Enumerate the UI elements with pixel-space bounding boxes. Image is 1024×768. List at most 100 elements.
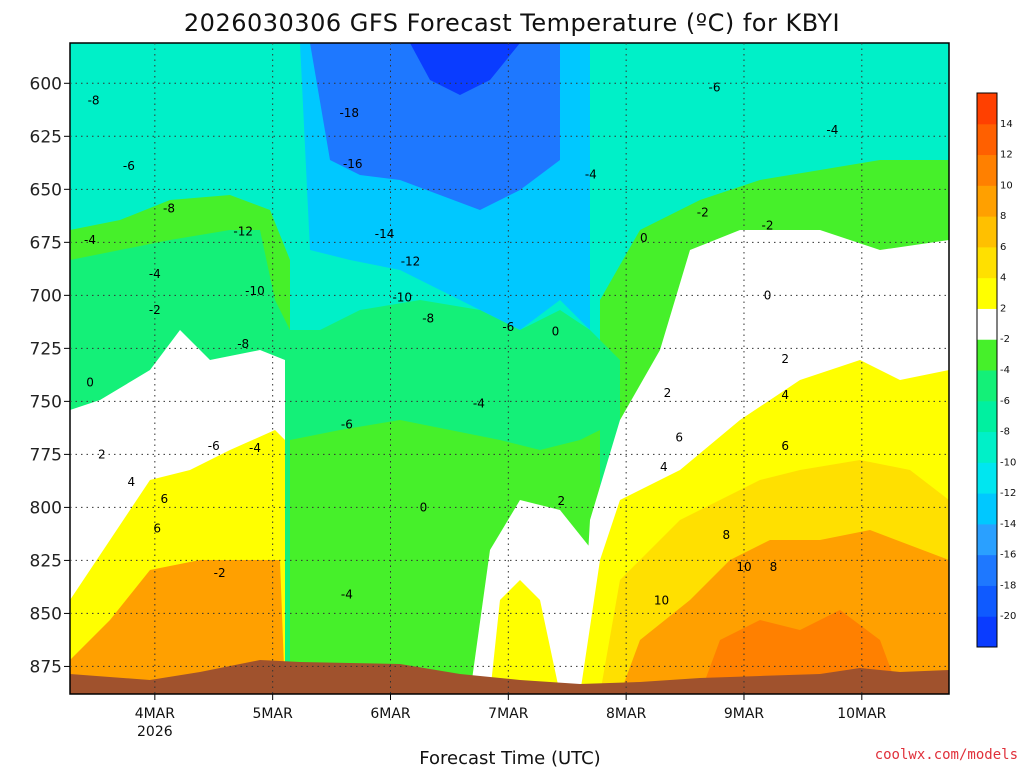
contour-label: -4 xyxy=(826,123,838,137)
x-tick-label: 6MAR xyxy=(370,706,411,722)
colorbar-label: -4 xyxy=(1000,365,1010,376)
x-tick-label: 10MAR xyxy=(837,706,886,722)
colorbar-label: 2 xyxy=(1000,303,1006,314)
contour-label: -8 xyxy=(237,337,249,351)
colorbar-label: -12 xyxy=(1000,488,1016,499)
contour-label: -2 xyxy=(762,218,774,232)
contour-label: -8 xyxy=(422,312,434,326)
colorbar-swatch xyxy=(977,154,997,186)
colorbar-swatch xyxy=(977,246,997,279)
contour-label: 2 xyxy=(781,352,789,366)
y-tick-label: 675 xyxy=(30,233,62,253)
x-tick-label: 7MAR xyxy=(488,706,529,722)
colorbar-label: -18 xyxy=(1000,580,1016,591)
x-tick-label: 8MAR xyxy=(606,706,647,722)
band-blue-deep xyxy=(310,43,560,210)
contour-label: -6 xyxy=(208,439,220,453)
contour-label: -10 xyxy=(245,284,265,298)
contour-label: -6 xyxy=(341,418,353,432)
colorbar-swatch xyxy=(977,216,997,248)
contour-label: 8 xyxy=(722,528,730,542)
plot-frame xyxy=(69,42,950,695)
y-tick-label: 750 xyxy=(30,392,62,412)
contour-label: 6 xyxy=(160,492,168,506)
contour-label: 10 xyxy=(736,560,751,574)
colorbar: -20 -18 -16 -14 -12 -10 -8 -6 -4 -2 2 4 6 8 10 12 14 xyxy=(976,92,1016,648)
contour-label: -8 xyxy=(163,201,175,215)
contour-label: 4 xyxy=(781,388,789,402)
contour-label: -4 xyxy=(473,396,485,410)
contour-labels: -8 -6 -4 0 2 4 6 6 -8 -4 -2 -12 -10 -8 -6 -4 -2 -18 -16 -14… xyxy=(84,81,838,608)
contour-label: -2 xyxy=(149,303,161,317)
contour-label: -12 xyxy=(401,254,421,268)
colorbar-label: 8 xyxy=(1000,211,1006,222)
colorbar-swatch xyxy=(977,123,997,156)
y-tick-label: 725 xyxy=(30,339,62,359)
contour-label: 0 xyxy=(764,288,772,302)
colorbar-swatch xyxy=(977,185,997,217)
contour-label: 0 xyxy=(640,231,648,245)
colorbar-swatch xyxy=(977,431,997,463)
y-tick-label: 825 xyxy=(30,551,62,571)
y-tick-label: 850 xyxy=(30,604,62,624)
contour-label: 4 xyxy=(660,460,668,474)
x-tick-label: 5MAR xyxy=(253,706,294,722)
y-tick-label: 700 xyxy=(30,286,62,306)
credit-link[interactable]: coolwx.com/models xyxy=(875,747,1018,763)
x-tick-label: 9MAR xyxy=(724,706,765,722)
colorbar-label: 4 xyxy=(1000,273,1006,284)
x-tick-sublabel: 2026 xyxy=(137,724,173,740)
colorbar-swatch xyxy=(977,554,997,586)
contour-label: 0 xyxy=(420,500,428,514)
contour-label: -6 xyxy=(123,159,135,173)
colorbar-swatch xyxy=(977,339,997,371)
y-axis-ticks: 600 625 650 675 700 725 750 775 800 825 850 875 xyxy=(30,74,70,677)
colorbar-label: -2 xyxy=(1000,334,1010,345)
contour-label: -6 xyxy=(709,81,721,95)
band-yellow-center xyxy=(490,580,560,694)
contour-label: -4 xyxy=(149,267,161,281)
colorbar-label: -6 xyxy=(1000,396,1010,407)
contour-label: -2 xyxy=(214,566,226,580)
contour-label: -12 xyxy=(233,225,253,239)
colorbar-swatch xyxy=(977,493,997,525)
colorbar-swatch xyxy=(977,277,997,309)
colorbar-swatch xyxy=(977,462,997,494)
contour-label: -4 xyxy=(84,233,96,247)
x-tick-label: 4MAR xyxy=(135,706,176,722)
x-axis-ticks: 4MAR 2026 5MAR 6MAR 7MAR 8MAR 9MAR 10MAR xyxy=(135,694,887,740)
contour-label: 0 xyxy=(86,375,94,389)
contour-label: 6 xyxy=(675,430,683,444)
ground-terrain xyxy=(70,660,949,694)
temperature-field xyxy=(70,43,949,694)
band-blue-darkest xyxy=(410,43,520,95)
colorbar-label: -14 xyxy=(1000,519,1016,530)
contour-label: 6 xyxy=(153,522,161,536)
colorbar-label: 14 xyxy=(1000,119,1013,130)
y-tick-label: 875 xyxy=(30,657,62,677)
contour-label: -4 xyxy=(341,587,353,601)
contour-label: -2 xyxy=(697,206,709,220)
colorbar-label: -8 xyxy=(1000,427,1010,438)
contour-label: -4 xyxy=(249,441,261,455)
colorbar-swatch xyxy=(977,400,997,433)
contour-label: 2 xyxy=(664,386,672,400)
contour-label: 2 xyxy=(98,447,106,461)
contour-label: 8 xyxy=(770,560,778,574)
contour-label: -10 xyxy=(392,290,412,304)
colorbar-swatch xyxy=(977,585,997,617)
colorbar-label: 12 xyxy=(1000,150,1013,161)
contour-label: -4 xyxy=(585,167,597,181)
y-tick-label: 775 xyxy=(30,445,62,465)
y-tick-label: 625 xyxy=(30,127,62,147)
contour-label: -6 xyxy=(502,320,514,334)
colorbar-label: -10 xyxy=(1000,457,1016,468)
contour-label: -8 xyxy=(88,93,100,107)
contour-label: -14 xyxy=(375,227,395,241)
y-tick-label: 600 xyxy=(30,74,62,94)
colorbar-swatch xyxy=(977,308,997,340)
contour-label: -18 xyxy=(339,106,359,120)
colorbar-swatch xyxy=(977,93,997,125)
grid-lines xyxy=(70,43,949,694)
